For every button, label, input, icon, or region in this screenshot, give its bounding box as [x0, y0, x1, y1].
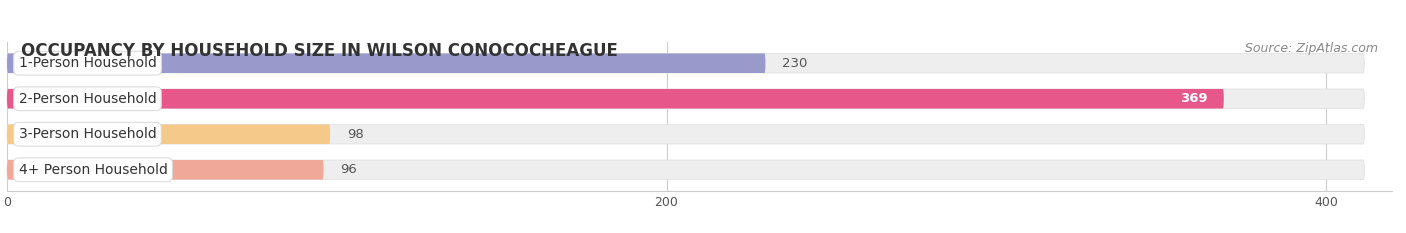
Text: 2-Person Household: 2-Person Household [18, 92, 156, 106]
Text: 3-Person Household: 3-Person Household [18, 127, 156, 141]
FancyBboxPatch shape [7, 160, 323, 179]
Text: 96: 96 [340, 163, 357, 176]
FancyBboxPatch shape [7, 54, 1364, 73]
Text: Source: ZipAtlas.com: Source: ZipAtlas.com [1246, 42, 1378, 55]
FancyBboxPatch shape [7, 54, 765, 73]
FancyBboxPatch shape [7, 124, 1364, 144]
Text: 98: 98 [347, 128, 363, 141]
Text: OCCUPANCY BY HOUSEHOLD SIZE IN WILSON CONOCOCHEAGUE: OCCUPANCY BY HOUSEHOLD SIZE IN WILSON CO… [21, 42, 617, 60]
Text: 369: 369 [1180, 92, 1208, 105]
FancyBboxPatch shape [7, 89, 1364, 109]
FancyBboxPatch shape [7, 124, 330, 144]
Text: 230: 230 [782, 57, 807, 70]
Text: 4+ Person Household: 4+ Person Household [18, 163, 167, 177]
FancyBboxPatch shape [7, 89, 1223, 109]
FancyBboxPatch shape [7, 160, 1364, 179]
Text: 1-Person Household: 1-Person Household [18, 56, 156, 70]
